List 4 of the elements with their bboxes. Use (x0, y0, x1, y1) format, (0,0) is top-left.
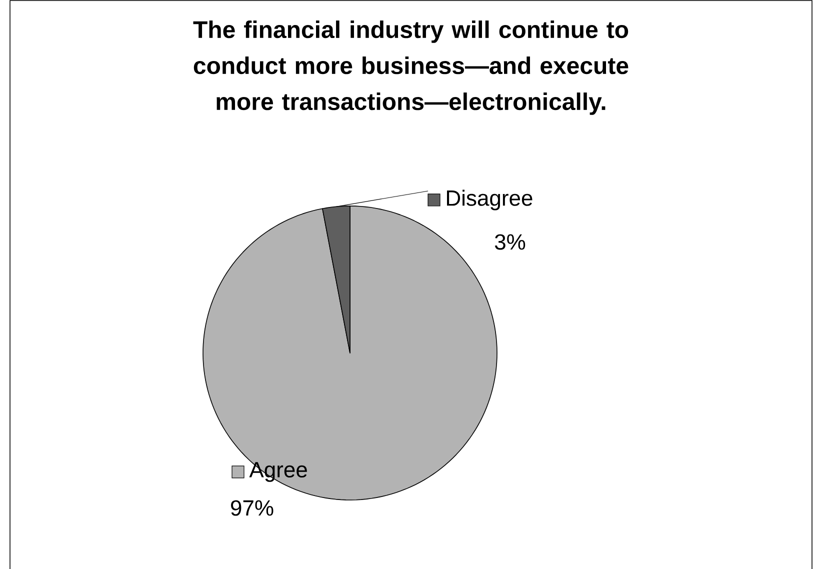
data-label: 3% (494, 234, 526, 250)
chart-title: The financial industry will continue to conduct more business—and execute more transactions—electronically. (193, 20, 628, 115)
legend-label: Disagree (447, 190, 532, 210)
data-label: 97% (231, 500, 274, 516)
